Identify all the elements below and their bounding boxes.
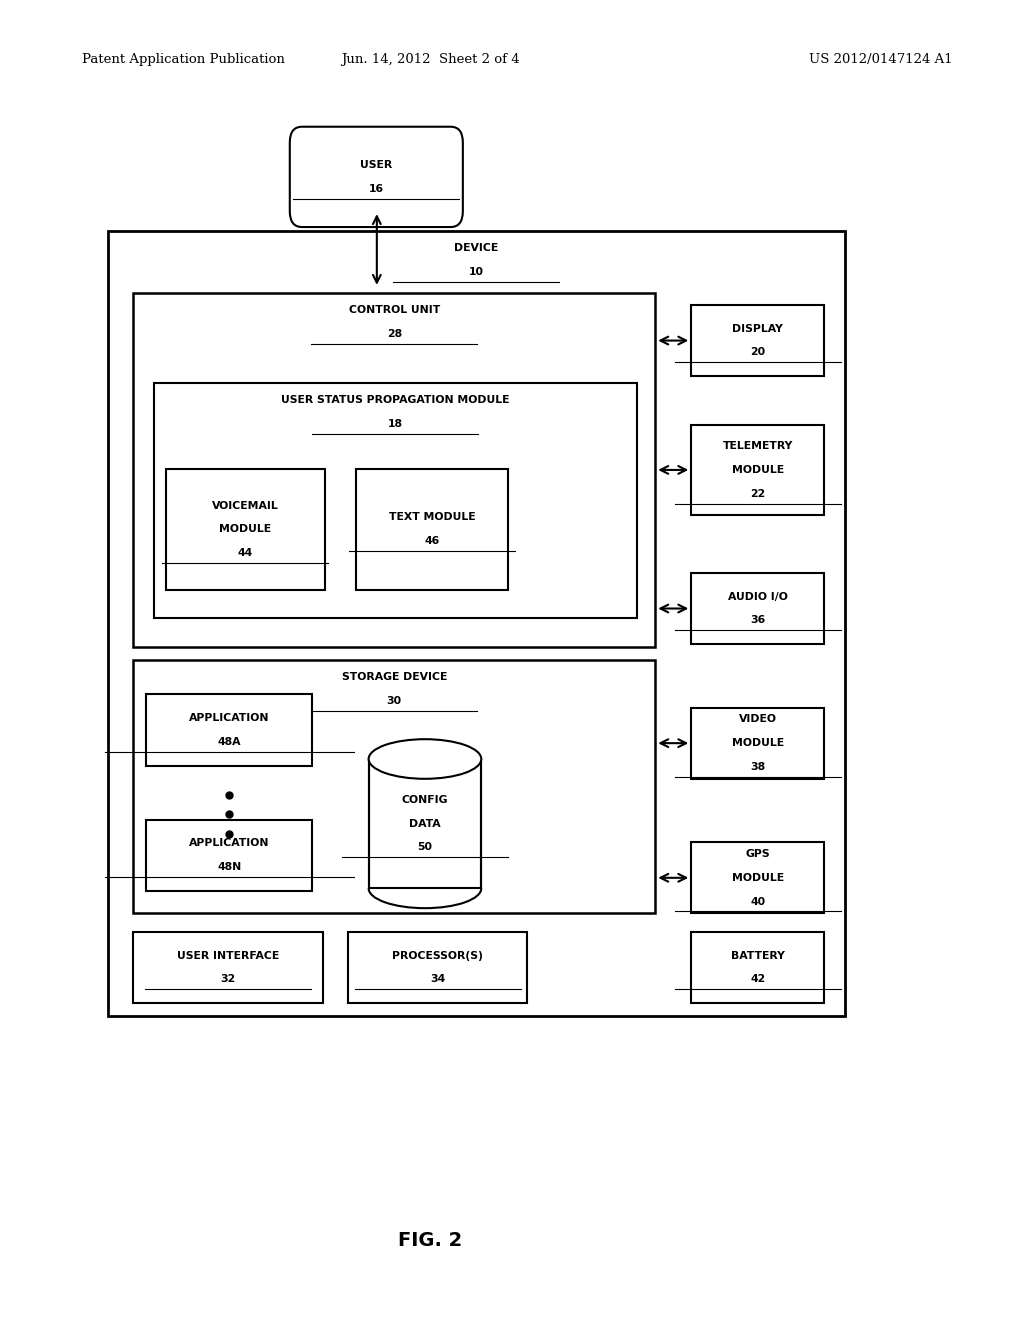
Text: GPS: GPS	[745, 849, 770, 859]
Text: DEVICE: DEVICE	[454, 243, 499, 253]
Text: TEXT MODULE: TEXT MODULE	[389, 512, 475, 523]
Text: 36: 36	[751, 615, 765, 626]
Text: VOICEMAIL: VOICEMAIL	[212, 500, 279, 511]
Text: MODULE: MODULE	[732, 873, 783, 883]
Text: APPLICATION: APPLICATION	[189, 838, 269, 849]
Bar	[133, 660, 655, 913]
Text: 16: 16	[369, 183, 384, 194]
Text: MODULE: MODULE	[732, 738, 783, 748]
Bar	[348, 932, 527, 1003]
Text: 30: 30	[387, 696, 401, 706]
Text: 46: 46	[425, 536, 439, 546]
Text: USER STATUS PROPAGATION MODULE: USER STATUS PROPAGATION MODULE	[281, 395, 510, 405]
Text: US 2012/0147124 A1: US 2012/0147124 A1	[809, 53, 952, 66]
Text: 20: 20	[751, 347, 765, 358]
Ellipse shape	[369, 739, 481, 779]
Bar	[369, 759, 481, 888]
Text: 32: 32	[220, 974, 236, 985]
Bar	[133, 293, 655, 647]
Text: 38: 38	[751, 762, 765, 772]
Text: 48N: 48N	[217, 862, 242, 873]
Text: 28: 28	[387, 329, 401, 339]
Bar	[691, 842, 824, 913]
Bar	[133, 932, 323, 1003]
Text: 44: 44	[238, 548, 253, 558]
Text: 42: 42	[751, 974, 765, 985]
Text: 50: 50	[418, 842, 432, 853]
Text: MODULE: MODULE	[732, 465, 783, 475]
Bar	[356, 469, 508, 590]
Bar	[146, 820, 312, 891]
Text: Jun. 14, 2012  Sheet 2 of 4: Jun. 14, 2012 Sheet 2 of 4	[341, 53, 519, 66]
Bar	[691, 708, 824, 779]
Text: AUDIO I/O: AUDIO I/O	[728, 591, 787, 602]
Bar	[154, 383, 637, 618]
FancyBboxPatch shape	[290, 127, 463, 227]
Bar	[691, 932, 824, 1003]
Text: 34: 34	[430, 974, 445, 985]
Bar	[691, 425, 824, 515]
Bar	[108, 231, 845, 1016]
Text: DISPLAY: DISPLAY	[732, 323, 783, 334]
Bar	[691, 573, 824, 644]
Text: STORAGE DEVICE: STORAGE DEVICE	[342, 672, 446, 682]
Bar	[146, 694, 312, 766]
Text: DATA: DATA	[410, 818, 440, 829]
Text: TELEMETRY: TELEMETRY	[723, 441, 793, 451]
Text: VIDEO: VIDEO	[738, 714, 777, 725]
Text: CONTROL UNIT: CONTROL UNIT	[348, 305, 440, 315]
Text: BATTERY: BATTERY	[731, 950, 784, 961]
Text: Patent Application Publication: Patent Application Publication	[82, 53, 285, 66]
Text: PROCESSOR(S): PROCESSOR(S)	[392, 950, 483, 961]
Bar	[166, 469, 325, 590]
Text: MODULE: MODULE	[219, 524, 271, 535]
Text: APPLICATION: APPLICATION	[189, 713, 269, 723]
Text: FIG. 2: FIG. 2	[398, 1232, 462, 1250]
Text: 22: 22	[751, 488, 765, 499]
Text: USER: USER	[360, 160, 392, 170]
Bar	[691, 305, 824, 376]
Text: 18: 18	[388, 418, 402, 429]
Text: 10: 10	[469, 267, 483, 277]
Text: 40: 40	[751, 896, 765, 907]
Text: CONFIG: CONFIG	[401, 795, 449, 805]
Text: USER INTERFACE: USER INTERFACE	[177, 950, 279, 961]
Text: 48A: 48A	[218, 737, 241, 747]
